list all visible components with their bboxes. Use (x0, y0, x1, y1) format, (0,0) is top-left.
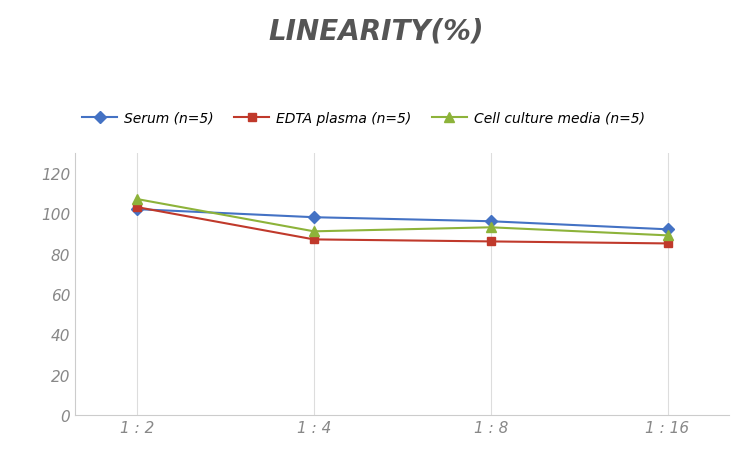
Cell culture media (n=5) (663, 233, 672, 239)
Serum (n=5) (487, 219, 496, 225)
Cell culture media (n=5) (309, 229, 318, 235)
Line: Serum (n=5): Serum (n=5) (133, 206, 672, 234)
Serum (n=5) (309, 215, 318, 221)
EDTA plasma (n=5) (309, 237, 318, 243)
Line: Cell culture media (n=5): Cell culture media (n=5) (132, 195, 672, 241)
Cell culture media (n=5) (487, 225, 496, 230)
Text: LINEARITY(%): LINEARITY(%) (268, 18, 484, 46)
Legend: Serum (n=5), EDTA plasma (n=5), Cell culture media (n=5): Serum (n=5), EDTA plasma (n=5), Cell cul… (82, 111, 644, 125)
EDTA plasma (n=5) (487, 239, 496, 244)
Cell culture media (n=5) (132, 197, 141, 202)
Line: EDTA plasma (n=5): EDTA plasma (n=5) (133, 203, 672, 248)
EDTA plasma (n=5) (132, 205, 141, 210)
Serum (n=5) (663, 227, 672, 233)
Serum (n=5) (132, 207, 141, 212)
EDTA plasma (n=5) (663, 241, 672, 247)
